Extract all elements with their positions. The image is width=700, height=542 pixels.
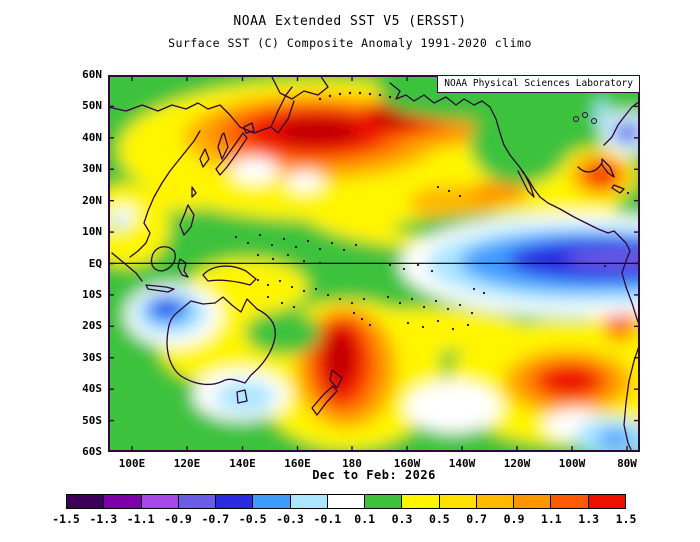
colorbar-segment [513, 494, 552, 509]
colorbar-tick-label: 1.1 [540, 512, 562, 526]
lat-tick-label: EQ [88, 256, 102, 270]
colorbar-segment [326, 494, 366, 509]
colorbar-tick-label: -0.1 [313, 512, 342, 526]
lat-tick-label: 30N [82, 162, 102, 176]
season-caption: Dec to Feb: 2026 [312, 468, 436, 482]
lon-tick-label: 180 [342, 457, 362, 470]
colorbar-labels: -1.5 -1.3 -1.1 -0.9 -0.7 -0.5 -0.3 -0.1 0.1 0.3 0.… [52, 512, 636, 526]
lat-tick-label: 10N [82, 225, 102, 239]
lon-tick-label: 140E [229, 457, 256, 470]
psl-watermark: NOAA Physical Sciences Laboratory [437, 75, 640, 93]
colorbar-segment [587, 494, 626, 509]
lat-tick-label: 10S [82, 287, 102, 301]
colorbar-segment [289, 494, 328, 509]
lon-tick-label: 100E [118, 457, 146, 470]
figure-subtitle: Surface SST (C) Composite Anomaly 1991-2… [168, 36, 532, 50]
colorbar-segment [66, 494, 105, 509]
colorbar-tick-label: 0.7 [466, 512, 488, 526]
colorbar-tick-label: -0.3 [276, 512, 304, 526]
colorbar-tick-label: 0.3 [391, 512, 413, 526]
colorbar-tick-label: -0.9 [164, 512, 192, 526]
lat-tick-label: 40S [82, 382, 102, 396]
lat-tick-label: 50N [82, 99, 102, 113]
colorbar-tick-label: 1.3 [578, 512, 600, 526]
lat-tick-label: 40N [82, 130, 102, 144]
colorbar-tick-label: -1.5 [52, 512, 80, 526]
lat-tick-label: 50S [82, 413, 102, 427]
colorbar-tick-label: 1.5 [615, 512, 637, 526]
lat-tick-label: 20S [82, 319, 102, 333]
colorbar-tick-label: 0.1 [354, 512, 376, 526]
lon-tick-label: 140W [448, 457, 476, 470]
colorbar-segment [140, 494, 179, 509]
figure-title: NOAA Extended SST V5 (ERSST) [233, 14, 467, 29]
colorbar-segment [177, 494, 217, 509]
colorbar-segment [103, 494, 142, 509]
colorbar-tick-label: -1.1 [126, 512, 155, 526]
map-area: NOAA Physical Sciences Laboratory [108, 75, 640, 452]
lon-tick-label: 80W [617, 457, 637, 470]
colorbar-tick-label: 0.5 [428, 512, 450, 526]
lat-tick-label: 30S [82, 350, 102, 364]
lon-tick-label: 160E [284, 457, 311, 470]
colorbar-segment [475, 494, 515, 509]
sst-anomaly-map [108, 75, 640, 452]
lon-tick-label: 120E [173, 457, 201, 470]
colorbar-tick-label: -1.3 [89, 512, 118, 526]
lat-tick-label: 20N [82, 193, 102, 207]
colorbar-segment [364, 494, 403, 509]
colorbar-segment [438, 494, 477, 509]
colorbar [66, 494, 626, 509]
lat-tick-label: 60N [82, 68, 102, 81]
lon-tick-label: 120W [503, 457, 531, 470]
colorbar-tick-label: 0.9 [503, 512, 525, 526]
lat-tick-label: 60S [82, 445, 102, 458]
lon-tick-label: 100W [558, 457, 586, 470]
colorbar-segment [550, 494, 589, 509]
colorbar-tick-label: -0.7 [201, 512, 230, 526]
colorbar-segment [215, 494, 254, 509]
colorbar-segment [401, 494, 440, 509]
colorbar-tick-label: -0.5 [238, 512, 267, 526]
lon-tick-label: 160W [393, 457, 421, 470]
colorbar-segment [252, 494, 291, 509]
